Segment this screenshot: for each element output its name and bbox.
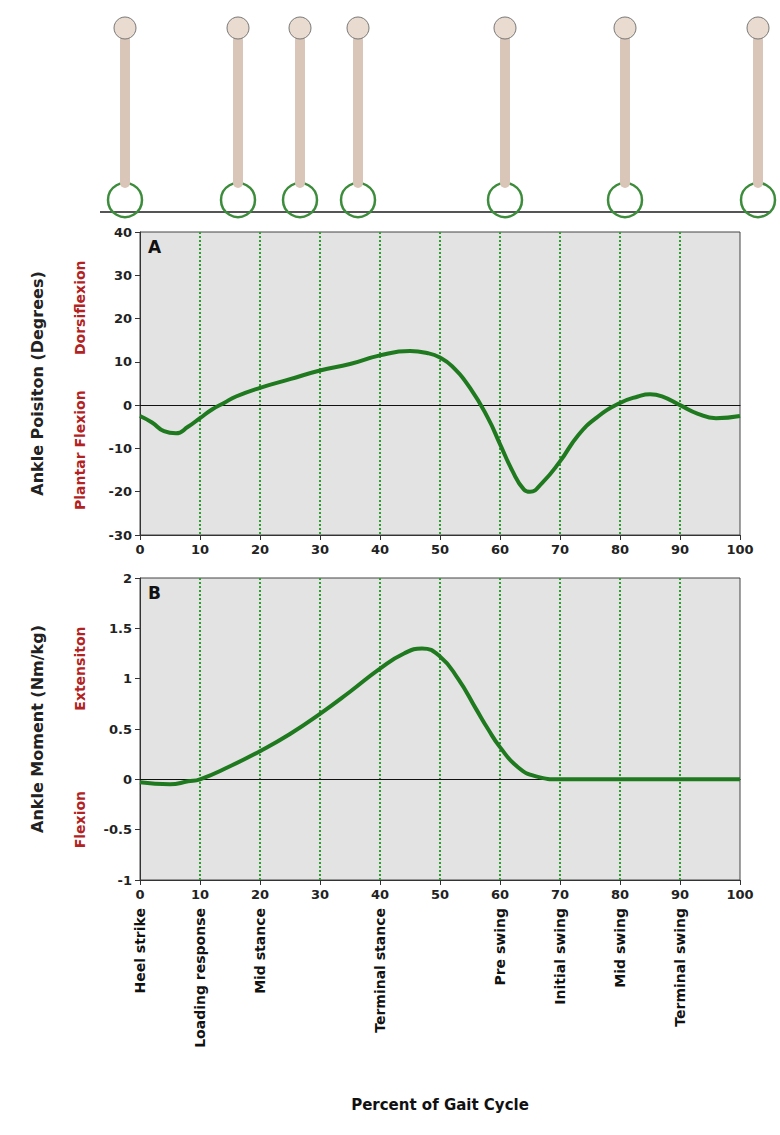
svg-text:40: 40	[371, 542, 389, 557]
svg-text:10: 10	[114, 354, 132, 369]
svg-text:Loading response: Loading response	[192, 908, 208, 1048]
svg-text:-20: -20	[109, 484, 133, 499]
svg-text:B: B	[148, 583, 161, 603]
svg-text:10: 10	[191, 887, 209, 902]
svg-text:Initial swing: Initial swing	[552, 908, 568, 1005]
svg-text:Pre swing: Pre swing	[492, 908, 508, 986]
svg-text:-0.5: -0.5	[104, 822, 132, 837]
svg-text:Flexion: Flexion	[72, 791, 88, 848]
svg-text:10: 10	[191, 542, 209, 557]
svg-text:30: 30	[311, 542, 329, 557]
svg-text:1.5: 1.5	[109, 621, 132, 636]
svg-text:70: 70	[551, 542, 569, 557]
svg-text:Mid swing: Mid swing	[612, 908, 628, 988]
svg-text:50: 50	[431, 542, 449, 557]
svg-text:Dorsiflexion: Dorsiflexion	[72, 260, 88, 355]
svg-text:-10: -10	[109, 441, 133, 456]
svg-text:60: 60	[491, 542, 509, 557]
svg-text:Terminal stance: Terminal stance	[372, 908, 388, 1033]
svg-text:Heel strike: Heel strike	[132, 908, 148, 994]
svg-text:40: 40	[371, 887, 389, 902]
svg-text:80: 80	[611, 887, 629, 902]
svg-text:40: 40	[114, 225, 132, 240]
svg-text:20: 20	[251, 887, 269, 902]
svg-text:90: 90	[671, 887, 689, 902]
svg-text:30: 30	[311, 887, 329, 902]
svg-text:A: A	[148, 237, 162, 257]
svg-text:30: 30	[114, 268, 132, 283]
svg-text:20: 20	[114, 311, 132, 326]
svg-text:0.5: 0.5	[109, 722, 132, 737]
svg-text:Ankle Poisiton (Degrees): Ankle Poisiton (Degrees)	[28, 271, 47, 495]
svg-text:20: 20	[251, 542, 269, 557]
svg-text:0: 0	[135, 887, 144, 902]
svg-text:1: 1	[123, 671, 132, 686]
svg-text:50: 50	[431, 887, 449, 902]
svg-text:Plantar Flexion: Plantar Flexion	[72, 390, 88, 510]
svg-text:0: 0	[123, 398, 132, 413]
svg-text:60: 60	[491, 887, 509, 902]
svg-text:-1: -1	[118, 873, 132, 888]
svg-text:70: 70	[551, 887, 569, 902]
svg-text:0: 0	[135, 542, 144, 557]
svg-text:Terminal swing: Terminal swing	[672, 908, 688, 1027]
svg-text:0: 0	[123, 772, 132, 787]
svg-text:90: 90	[671, 542, 689, 557]
svg-text:-30: -30	[109, 528, 133, 543]
svg-text:Extensiton: Extensiton	[72, 627, 88, 711]
svg-text:2: 2	[123, 571, 132, 586]
svg-text:Mid stance: Mid stance	[252, 908, 268, 994]
svg-text:Percent of Gait Cycle: Percent of Gait Cycle	[351, 1096, 529, 1114]
svg-text:100: 100	[726, 887, 753, 902]
svg-text:80: 80	[611, 542, 629, 557]
svg-text:100: 100	[726, 542, 753, 557]
svg-text:Ankle Moment (Nm/kg): Ankle Moment (Nm/kg)	[28, 625, 47, 833]
